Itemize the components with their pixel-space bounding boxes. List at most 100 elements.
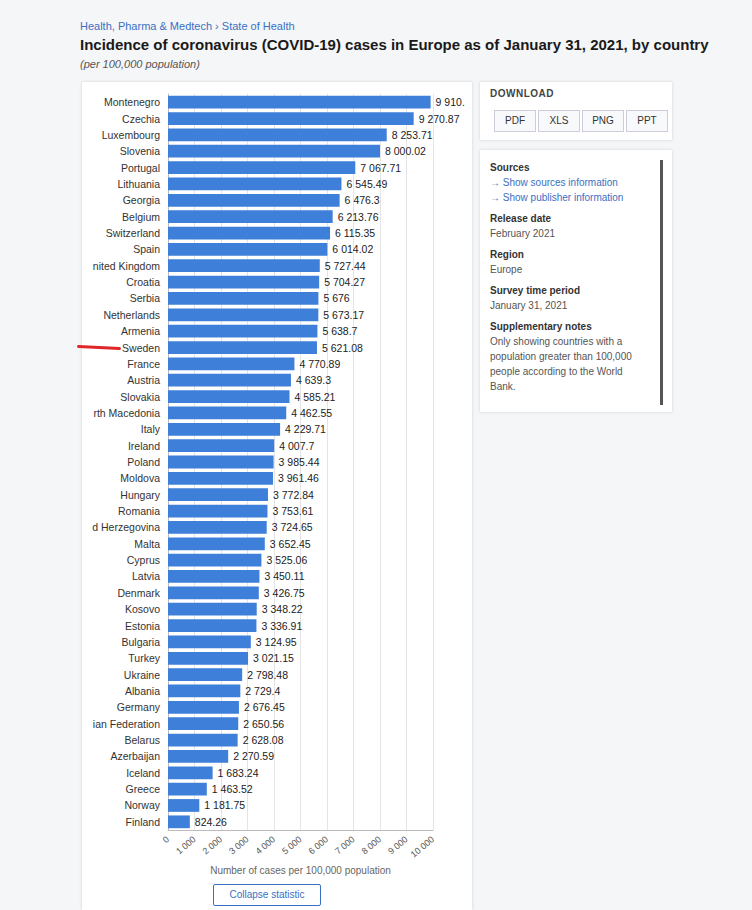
svg-text:Finland: Finland [126,816,161,828]
svg-text:6 213.76: 6 213.76 [338,211,379,223]
svg-text:6 000: 6 000 [307,834,331,856]
svg-text:5 638.7: 5 638.7 [322,325,357,337]
svg-text:ian Federation: ian Federation [93,718,160,730]
svg-text:Portugal: Portugal [121,162,160,174]
svg-text:1 463.52: 1 463.52 [212,783,253,795]
svg-text:Albania: Albania [125,685,160,697]
svg-text:Armenia: Armenia [121,325,160,337]
svg-text:3 652.45: 3 652.45 [270,538,311,550]
svg-text:6 014.02: 6 014.02 [332,243,373,255]
svg-text:Kosovo: Kosovo [125,603,160,615]
svg-text:1 683.24: 1 683.24 [218,767,259,779]
svg-text:3 000: 3 000 [227,834,251,856]
svg-text:Ukraine: Ukraine [124,669,160,681]
svg-text:0: 0 [161,834,171,845]
svg-text:9 000: 9 000 [386,834,410,856]
svg-text:Sweden: Sweden [122,342,160,354]
svg-text:Belarus: Belarus [124,734,160,746]
svg-text:2 270.59: 2 270.59 [233,750,274,762]
svg-text:3 525.06: 3 525.06 [266,554,307,566]
svg-text:5 704.27: 5 704.27 [324,276,365,288]
svg-text:3 348.22: 3 348.22 [262,603,303,615]
svg-text:8 000.02: 8 000.02 [385,145,426,157]
svg-text:2 729.4: 2 729.4 [245,685,280,697]
svg-text:Slovakia: Slovakia [120,391,160,403]
svg-text:8 253.71: 8 253.71 [392,129,433,141]
svg-text:9 910.: 9 910. [436,96,465,108]
svg-text:3 985.44: 3 985.44 [279,456,320,468]
svg-text:4 462.55: 4 462.55 [291,407,332,419]
svg-text:Romania: Romania [118,505,160,517]
svg-text:Number of cases per 100,000 po: Number of cases per 100,000 population [210,865,391,876]
svg-text:Czechia: Czechia [122,113,160,125]
svg-text:4 229.71: 4 229.71 [285,423,326,435]
svg-text:3 426.75: 3 426.75 [264,587,305,599]
svg-text:Luxembourg: Luxembourg [102,129,161,141]
svg-text:Greece: Greece [126,783,161,795]
svg-text:Croatia: Croatia [126,276,160,288]
svg-text:Spain: Spain [133,243,160,255]
svg-text:2 676.45: 2 676.45 [244,701,285,713]
svg-text:Norway: Norway [124,799,160,811]
svg-text:5 621.08: 5 621.08 [322,342,363,354]
svg-text:4 000: 4 000 [254,834,278,856]
svg-text:5 676: 5 676 [323,292,349,304]
svg-text:1 000: 1 000 [174,834,198,856]
svg-text:6 476.3: 6 476.3 [345,194,380,206]
svg-text:3 450.11: 3 450.11 [264,570,304,582]
svg-text:4 007.7: 4 007.7 [279,440,314,452]
svg-text:Denmark: Denmark [117,587,160,599]
svg-text:2 000: 2 000 [201,834,225,856]
svg-text:Montenegro: Montenegro [104,96,160,108]
svg-text:Turkey: Turkey [128,652,160,664]
svg-text:Italy: Italy [141,423,161,435]
svg-text:5 673.17: 5 673.17 [323,309,364,321]
svg-text:Ireland: Ireland [128,440,160,452]
svg-text:6 545.49: 6 545.49 [346,178,387,190]
svg-text:Estonia: Estonia [125,620,160,632]
svg-text:Austria: Austria [127,374,160,386]
svg-text:Lithuania: Lithuania [117,178,160,190]
svg-text:Latvia: Latvia [132,570,160,582]
svg-text:3 724.65: 3 724.65 [272,521,313,533]
svg-text:France: France [127,358,160,370]
svg-text:3 336.91: 3 336.91 [261,620,302,632]
svg-text:7 067.71: 7 067.71 [360,162,401,174]
svg-text:4 639.3: 4 639.3 [296,374,331,386]
svg-text:10 000: 10 000 [409,834,437,859]
svg-text:Belgium: Belgium [122,211,160,223]
svg-text:8 000: 8 000 [360,834,384,856]
svg-text:4 585.21: 4 585.21 [295,391,336,403]
svg-text:2 650.56: 2 650.56 [243,718,284,730]
svg-text:Moldova: Moldova [120,472,160,484]
svg-text:Switzerland: Switzerland [106,227,160,239]
svg-text:Azerbaijan: Azerbaijan [110,750,160,762]
svg-text:1 181.75: 1 181.75 [204,799,245,811]
svg-text:5 727.44: 5 727.44 [325,260,366,272]
svg-text:rth Macedonia: rth Macedonia [93,407,160,419]
svg-text:3 961.46: 3 961.46 [278,472,319,484]
svg-text:3 021.15: 3 021.15 [253,652,294,664]
svg-text:9 270.87: 9 270.87 [419,113,460,125]
svg-text:Cyprus: Cyprus [127,554,160,566]
svg-text:2 628.08: 2 628.08 [243,734,284,746]
svg-text:6 115.35: 6 115.35 [335,227,375,239]
svg-text:Iceland: Iceland [126,767,160,779]
svg-text:2 798.48: 2 798.48 [247,669,288,681]
svg-text:Poland: Poland [127,456,160,468]
svg-text:Slovenia: Slovenia [120,145,160,157]
svg-text:824.26: 824.26 [195,816,227,828]
svg-text:Malta: Malta [134,538,160,550]
svg-text:3 753.61: 3 753.61 [272,505,313,517]
svg-text:5 000: 5 000 [280,834,304,856]
svg-text:Hungary: Hungary [120,489,160,501]
svg-text:Netherlands: Netherlands [103,309,160,321]
svg-text:d Herzegovina: d Herzegovina [92,521,160,533]
svg-text:Bulgaria: Bulgaria [121,636,160,648]
svg-text:Germany: Germany [117,701,161,713]
svg-text:3 772.84: 3 772.84 [273,489,314,501]
svg-text:Serbia: Serbia [130,292,161,304]
svg-text:3 124.95: 3 124.95 [256,636,297,648]
svg-text:7 000: 7 000 [333,834,357,856]
svg-text:nited Kingdom: nited Kingdom [93,260,160,272]
